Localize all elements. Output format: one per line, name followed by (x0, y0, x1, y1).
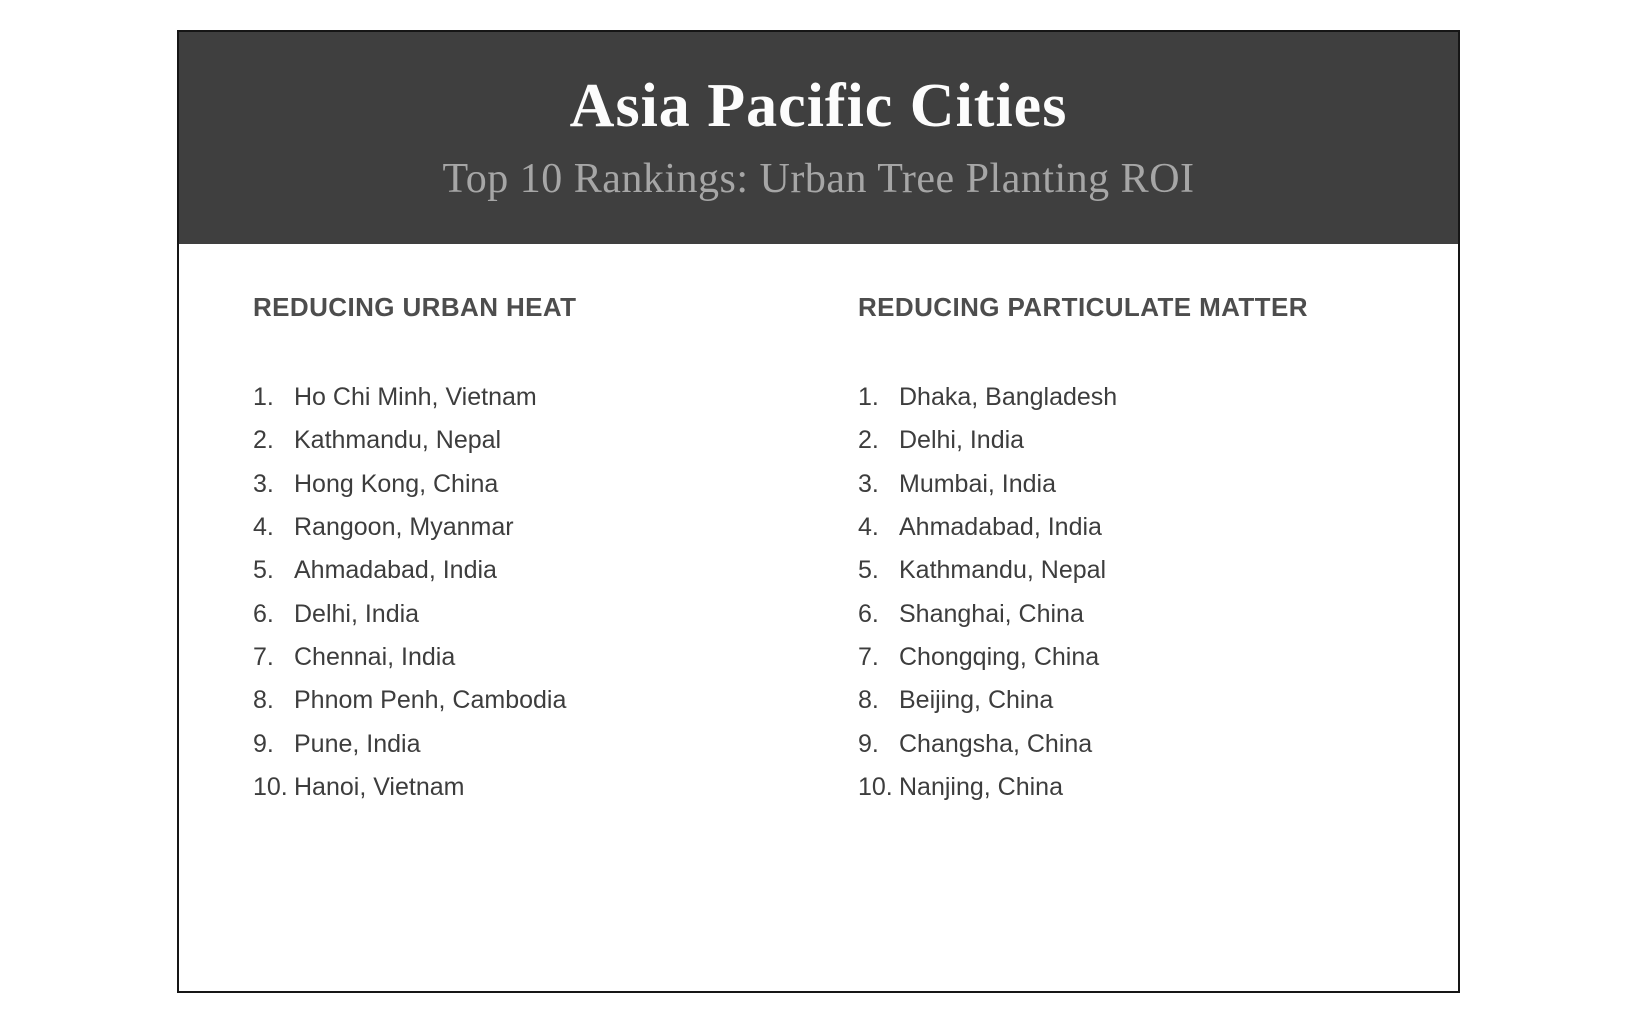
city-name: Beijing, China (899, 686, 1054, 715)
city-name: Mumbai, India (899, 469, 1057, 498)
rank-number: 9. (858, 729, 879, 758)
city-name: Phnom Penh, Cambodia (294, 686, 567, 715)
card-header: Asia Pacific Cities Top 10 Rankings: Urb… (179, 32, 1458, 244)
rank-number: 8. (858, 686, 879, 715)
column-heading-particulate-matter: REDUCING PARTICULATE MATTER (858, 292, 1308, 322)
city-name: Hong Kong, China (294, 469, 499, 498)
rank-number: 9. (253, 729, 274, 758)
city-name: Delhi, India (294, 599, 420, 628)
rankings-content: REDUCING URBAN HEAT 1. Ho Chi Minh, Vietn… (179, 244, 1458, 809)
list-item: 5. Kathmandu, Nepal (858, 549, 1463, 592)
list-item: 3. Hong Kong, China (253, 463, 858, 506)
column-particulate-matter: REDUCING PARTICULATE MATTER 1. Dhaka, Ban… (858, 292, 1463, 809)
list-item: 1. Ho Chi Minh, Vietnam (253, 376, 858, 419)
city-name: Pune, India (294, 729, 421, 758)
city-name: Ahmadabad, India (899, 513, 1102, 542)
list-item: 8. Phnom Penh, Cambodia (253, 679, 858, 722)
city-name: Ahmadabad, India (294, 556, 497, 585)
page-title: Asia Pacific Cities (569, 72, 1068, 140)
list-item: 10. Hanoi, Vietnam (253, 766, 858, 809)
list-item: 4. Rangoon, Myanmar (253, 506, 858, 549)
list-item: 1. Dhaka, Bangladesh (858, 376, 1463, 419)
rank-number: 7. (253, 642, 274, 671)
city-name: Changsha, China (899, 729, 1093, 758)
list-item: 7. Chennai, India (253, 636, 858, 679)
list-item: 2. Kathmandu, Nepal (253, 419, 858, 462)
city-name: Nanjing, China (899, 772, 1063, 801)
rank-number: 10. (253, 772, 288, 801)
city-name: Rangoon, Myanmar (294, 513, 514, 542)
city-name: Shanghai, China (899, 599, 1084, 628)
rankings-card: Asia Pacific Cities Top 10 Rankings: Urb… (177, 30, 1460, 993)
city-name: Kathmandu, Nepal (294, 426, 502, 455)
list-item: 5. Ahmadabad, India (253, 549, 858, 592)
rank-number: 1. (253, 383, 274, 412)
rank-number: 5. (858, 556, 879, 585)
list-item: 9. Pune, India (253, 722, 858, 765)
city-name: Delhi, India (899, 426, 1025, 455)
rank-number: 3. (858, 469, 879, 498)
list-item: 3. Mumbai, India (858, 463, 1463, 506)
rank-number: 4. (858, 513, 879, 542)
rank-number: 5. (253, 556, 274, 585)
city-name: Chennai, India (294, 642, 456, 671)
rank-number: 8. (253, 686, 274, 715)
list-item: 4. Ahmadabad, India (858, 506, 1463, 549)
list-item: 10. Nanjing, China (858, 766, 1463, 809)
rank-list-urban-heat: 1. Ho Chi Minh, Vietnam 2. Kathmandu, Nepa… (253, 376, 858, 809)
rank-number: 6. (858, 599, 879, 628)
list-item: 8. Beijing, China (858, 679, 1463, 722)
city-name: Dhaka, Bangladesh (899, 383, 1118, 412)
list-item: 7. Chongqing, China (858, 636, 1463, 679)
city-name: Ho Chi Minh, Vietnam (294, 383, 537, 412)
column-heading-urban-heat: REDUCING URBAN HEAT (253, 292, 577, 322)
rank-number: 7. (858, 642, 879, 671)
list-item: 2. Delhi, India (858, 419, 1463, 462)
city-name: Hanoi, Vietnam (294, 772, 465, 801)
list-item: 6. Shanghai, China (858, 592, 1463, 635)
rank-number: 4. (253, 513, 274, 542)
city-name: Chongqing, China (899, 642, 1100, 671)
rank-number: 2. (858, 426, 879, 455)
rank-number: 1. (858, 383, 879, 412)
rank-list-particulate-matter: 1. Dhaka, Bangladesh 2. Delhi, India 3. Mum… (858, 376, 1463, 809)
rank-number: 2. (253, 426, 274, 455)
city-name: Kathmandu, Nepal (899, 556, 1107, 585)
page-subtitle: Top 10 Rankings: Urban Tree Planting ROI (442, 156, 1195, 202)
rank-number: 6. (253, 599, 274, 628)
rank-number: 10. (858, 772, 893, 801)
list-item: 9. Changsha, China (858, 722, 1463, 765)
list-item: 6. Delhi, India (253, 592, 858, 635)
rank-number: 3. (253, 469, 274, 498)
column-urban-heat: REDUCING URBAN HEAT 1. Ho Chi Minh, Vietn… (253, 292, 858, 809)
